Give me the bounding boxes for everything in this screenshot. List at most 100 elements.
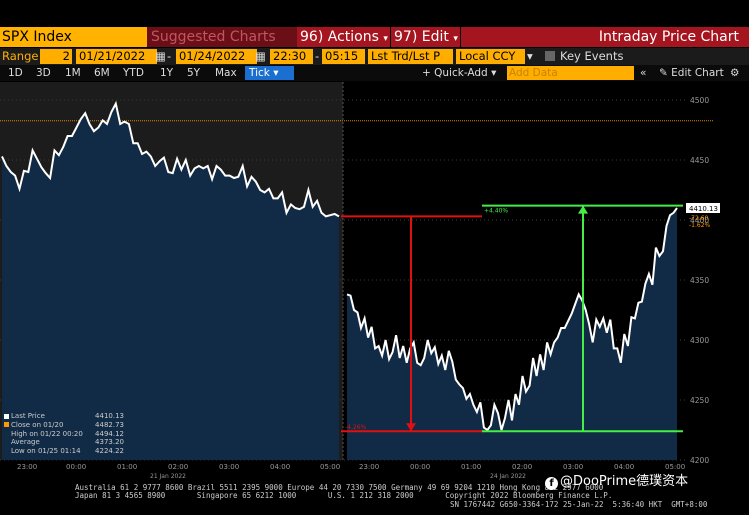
time-from-input[interactable]: 22:30 <box>270 49 313 64</box>
x-tick-label: 23:00 <box>359 463 379 471</box>
time-dash: - <box>315 49 320 63</box>
page-title: Intraday Price Chart <box>461 27 749 47</box>
drop-arrowhead <box>406 423 416 432</box>
range-label: Range <box>2 49 39 63</box>
calendar-icon[interactable]: ▦ <box>155 49 166 63</box>
period-ytd[interactable]: YTD <box>123 67 144 79</box>
legend-value: 4482.73 <box>95 420 124 429</box>
y-tick-label: 4350 <box>690 276 709 285</box>
legend-swatch-blank <box>4 449 9 454</box>
x-tick-label: 01:00 <box>117 463 137 471</box>
ticker-field[interactable]: SPX Index <box>0 27 147 47</box>
change-pct-label: -1.62% <box>689 222 711 229</box>
x-tick-label: 03:00 <box>219 463 239 471</box>
suggested-charts-button[interactable]: Suggested Charts <box>147 27 297 47</box>
x-tick-label: 05:00 <box>320 463 340 471</box>
legend-swatch-blank <box>4 440 9 445</box>
x-tick-label: 04:00 <box>270 463 290 471</box>
x-tick-label: 02:00 <box>168 463 188 471</box>
y-tick-label: 4250 <box>690 396 709 405</box>
legend-swatch <box>4 422 9 428</box>
edit-chart-label: Edit Chart <box>671 67 724 79</box>
x-tick-label: 03:00 <box>563 463 583 471</box>
chart-legend: Last Price 4410.13 Close on 01/20 4482.73 … <box>4 412 124 456</box>
actions-number: 96 <box>300 29 318 45</box>
range-value-input[interactable]: 2 <box>40 49 72 64</box>
period-1y[interactable]: 1Y <box>160 67 174 79</box>
actions-label: Actions <box>327 29 379 45</box>
field-select[interactable]: Lst Trd/Lst P <box>368 49 453 64</box>
legend-swatch <box>4 413 9 419</box>
quick-add-button[interactable]: + Quick-Add ▾ <box>422 67 497 79</box>
legend-label: Close on 01/20 <box>11 420 64 429</box>
watermark: f @DooPrime德璞资本 <box>545 470 688 490</box>
legend-row-close: Close on 01/20 4482.73 <box>4 421 124 430</box>
legend-value: 4373.20 <box>95 438 124 447</box>
footer-line-2: Japan 81 3 4565 8900 Singapore 65 6212 1… <box>75 491 613 500</box>
calendar-icon[interactable]: ▦ <box>255 49 266 63</box>
legend-row-low: Low on 01/25 01:14 4224.22 <box>4 447 124 456</box>
rise-label: +4.40% <box>484 208 508 215</box>
title-bar: SPX Index Suggested Charts 96) Actions ▾… <box>0 26 749 48</box>
date-label: 21 Jan 2022 <box>150 473 186 480</box>
last-price-label: 4410.13 <box>689 205 718 213</box>
key-events-checkbox[interactable] <box>545 51 555 61</box>
edit-chart-button[interactable]: ✎ Edit Chart <box>659 66 724 80</box>
period-toolbar: 1D 3D 1M 6M YTD 1Y 5Y Max Tick ▾ + Quick… <box>0 65 749 81</box>
y-tick-label: 4400 <box>690 216 709 225</box>
settings-icon[interactable]: ⚙ <box>730 67 740 79</box>
chevron-down-icon[interactable]: ▾ <box>527 49 533 63</box>
price-chart[interactable]: 4200 4250 4300 4350 4400 4450 4500 -4.26% +4.40%… <box>0 82 749 490</box>
footer-line-3: SN 1767442 G650-3364-172 25-Jan-22 5:36:… <box>450 500 708 509</box>
period-3d[interactable]: 3D <box>36 67 51 79</box>
suggested-label: Suggested Charts <box>151 29 276 45</box>
dropdown-icon: ▾ <box>383 34 388 44</box>
legend-swatch-blank <box>4 431 9 436</box>
range-controls: Range 2 01/21/2022 ▦ - 01/24/2022 ▦ 22:3… <box>0 48 749 65</box>
edit-number: 97 <box>394 29 412 45</box>
x-tick-label: 04:00 <box>614 463 634 471</box>
x-tick-label: 23:00 <box>17 463 37 471</box>
period-6m[interactable]: 6M <box>94 67 110 79</box>
change-label: -72.60 <box>689 215 709 222</box>
collapse-icon[interactable]: « <box>640 67 647 79</box>
x-tick-label: 02:00 <box>512 463 532 471</box>
ticker-label: SPX Index <box>2 29 72 45</box>
legend-row-last: Last Price 4410.13 <box>4 412 124 421</box>
facebook-icon: f <box>545 477 558 490</box>
y-tick-label: 4200 <box>690 456 709 465</box>
period-max[interactable]: Max <box>215 67 237 79</box>
legend-value: 4494.12 <box>95 429 124 438</box>
price-line <box>1 100 340 218</box>
period-1d[interactable]: 1D <box>8 67 23 79</box>
y-tick-label: 4500 <box>690 96 709 105</box>
price-line <box>346 207 678 432</box>
date-to-input[interactable]: 01/24/2022 <box>176 49 257 64</box>
actions-menu[interactable]: 96) Actions ▾ <box>297 27 390 47</box>
legend-row-average: Average 4373.20 <box>4 438 124 447</box>
legend-value: 4224.22 <box>95 447 124 456</box>
time-to-input[interactable]: 05:15 <box>322 49 365 64</box>
tick-label: Tick <box>249 67 270 79</box>
legend-label: Average <box>11 438 40 447</box>
period-1m[interactable]: 1M <box>65 67 81 79</box>
watermark-text: @DooPrime德璞资本 <box>560 474 689 489</box>
y-tick-label: 4300 <box>690 336 709 345</box>
quick-add-label: Quick-Add <box>434 67 488 79</box>
y-tick-label: 4450 <box>690 156 709 165</box>
edit-menu[interactable]: 97) Edit ▾ <box>391 27 460 47</box>
period-5y[interactable]: 5Y <box>187 67 201 79</box>
price-area <box>2 103 677 460</box>
range-dash: - <box>167 49 172 63</box>
date-label: 24 Jan 2022 <box>490 473 526 480</box>
wrench-icon: ✎ <box>659 67 668 79</box>
add-data-input[interactable]: Add Data <box>507 66 634 80</box>
currency-select[interactable]: Local CCY <box>456 49 525 64</box>
x-tick-label: 00:00 <box>66 463 86 471</box>
x-tick-label: 00:00 <box>410 463 430 471</box>
tick-button[interactable]: Tick ▾ <box>245 66 294 80</box>
date-from-input[interactable]: 01/21/2022 <box>76 49 157 64</box>
drop-label: -4.26% <box>345 424 367 431</box>
dropdown-icon: ▾ <box>453 34 458 44</box>
last-price-tag <box>686 203 720 213</box>
